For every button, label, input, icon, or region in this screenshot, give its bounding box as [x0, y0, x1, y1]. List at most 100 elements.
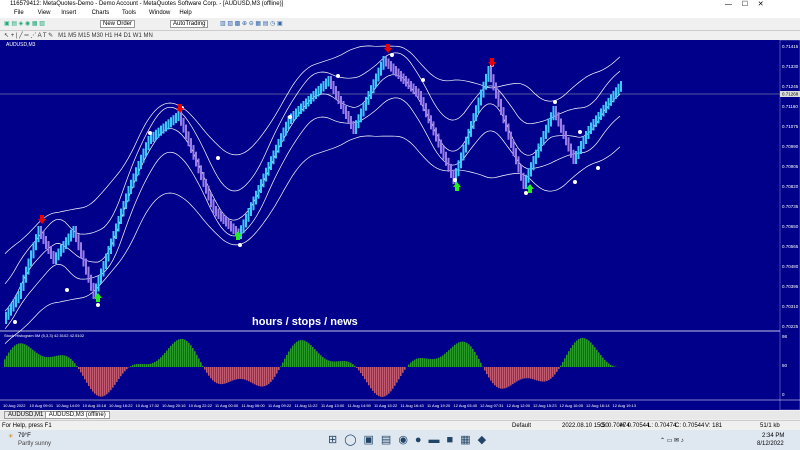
candle [157, 127, 160, 138]
candle [587, 126, 590, 139]
histogram-bar [604, 359, 606, 367]
toolbar-icons[interactable]: ▣ ▤ ◈ ◉ ▦ ▧ [4, 21, 45, 27]
histogram-bar [592, 344, 594, 367]
histogram-bar [332, 361, 334, 367]
histogram-bar [570, 347, 572, 367]
symbol-label: AUDUSD,M3 [6, 42, 36, 48]
signal-dot [288, 115, 292, 119]
histogram-bar [114, 367, 116, 385]
histogram-bar [422, 358, 424, 367]
new-order-button[interactable]: New Order [100, 20, 136, 28]
status-close: C: 0.70544 [675, 423, 705, 429]
menu-item[interactable]: View [37, 10, 51, 16]
candle [255, 190, 257, 205]
histogram-bar [158, 359, 160, 367]
candle [545, 124, 547, 139]
menu-item[interactable]: Help [179, 10, 192, 16]
time-label: 12 Aug 12:00 [507, 403, 531, 408]
menu-item[interactable]: File [14, 10, 24, 16]
histogram-bar [66, 356, 68, 367]
histogram-bar [222, 367, 224, 385]
histogram-bar [326, 359, 328, 367]
histogram-bar [70, 358, 72, 367]
drawing-icons[interactable]: ↖ + | ╱ ═ ⋰ A T ✎ M1 M5 M15 M30 H1 H4 D1… [4, 33, 153, 39]
histogram-bar [298, 340, 300, 367]
histogram-bar [148, 364, 150, 367]
histogram-bar [602, 357, 604, 367]
histogram-bar [174, 341, 176, 367]
status-open: O: 0.70474 [600, 423, 630, 429]
candle [127, 186, 130, 202]
histogram-bar [344, 361, 346, 367]
candle [105, 253, 107, 269]
menu-item[interactable]: Tools [122, 10, 137, 16]
histogram-bar [218, 367, 220, 384]
histogram-bar [476, 355, 478, 367]
histogram-bar [350, 362, 352, 367]
histogram-bar [426, 358, 428, 367]
signal-dot [578, 130, 582, 134]
candle [402, 73, 405, 84]
candle [500, 98, 502, 116]
histogram-bar [36, 352, 38, 367]
candle [47, 241, 50, 254]
candle [265, 167, 267, 182]
chart-tab[interactable]: AUDUSD,M1 [4, 411, 48, 419]
candle [82, 250, 85, 267]
histogram-bar [8, 352, 10, 367]
histogram-bar [192, 348, 194, 367]
candle [87, 266, 90, 283]
candle [77, 234, 80, 251]
histogram-bar [468, 344, 470, 367]
chart-tab[interactable]: AUDUSD,M3 (offline) [44, 411, 110, 419]
histogram-bar [398, 367, 400, 380]
tray-icons[interactable]: ⌃ ▭ ✉ ♪ [660, 438, 684, 444]
histogram-bar [342, 360, 344, 367]
menu-item[interactable]: Window [149, 10, 171, 16]
buy-arrow [526, 184, 534, 193]
indicator-label: Stoch Histogram 5M (5,3,3) 42.5102 42.51… [4, 333, 85, 338]
time-label: 10 Aug 22:22 [189, 403, 213, 408]
autotrading-button[interactable]: AutoTrading [170, 20, 209, 28]
candle [80, 242, 82, 259]
histogram-bar [410, 362, 412, 367]
candle [110, 238, 112, 254]
histogram-bar [500, 367, 502, 389]
menu-item[interactable]: Charts [91, 10, 110, 16]
candle [132, 173, 135, 188]
window-controls[interactable]: — ☐ ✕ [725, 1, 764, 8]
histogram-bar [578, 339, 580, 367]
histogram-bar [18, 343, 20, 367]
histogram-bar [28, 346, 30, 367]
menu-item[interactable]: Insert [61, 10, 77, 16]
date: 8/12/2022 [757, 441, 784, 447]
histogram-bar [58, 355, 60, 367]
histogram-bar [598, 352, 600, 367]
candle [582, 136, 585, 149]
histogram-bar [26, 345, 28, 367]
candle [187, 131, 190, 147]
candle [497, 90, 500, 107]
histogram-bar [434, 358, 436, 367]
histogram-bar [150, 363, 152, 367]
price-label: 0.71415 [782, 44, 799, 49]
candle [417, 88, 420, 99]
candle [275, 144, 277, 159]
histogram-bar [414, 359, 416, 367]
histogram-bar [74, 363, 76, 367]
candle [52, 251, 55, 264]
time-label: 12 Aug 16:05 [560, 403, 584, 408]
signal-dot [96, 303, 100, 307]
candle [245, 213, 247, 228]
histogram-bar [116, 367, 118, 382]
candle [212, 199, 215, 214]
histogram-bar [296, 341, 298, 367]
taskbar-apps[interactable]: ⊞◯▣▤◉●▬■▦◆ [328, 434, 494, 446]
candle [300, 103, 302, 114]
price-label: 0.70905 [782, 164, 799, 169]
histogram-bar [304, 340, 306, 367]
status-traffic: 51/1 kb [760, 423, 780, 429]
candle [40, 226, 42, 239]
histogram-bar [24, 344, 26, 367]
toolbar-icons[interactable]: ▥ ▨ ▩ ⊕ ⊖ ▦ ▤ ◷ ▣ [220, 21, 283, 27]
